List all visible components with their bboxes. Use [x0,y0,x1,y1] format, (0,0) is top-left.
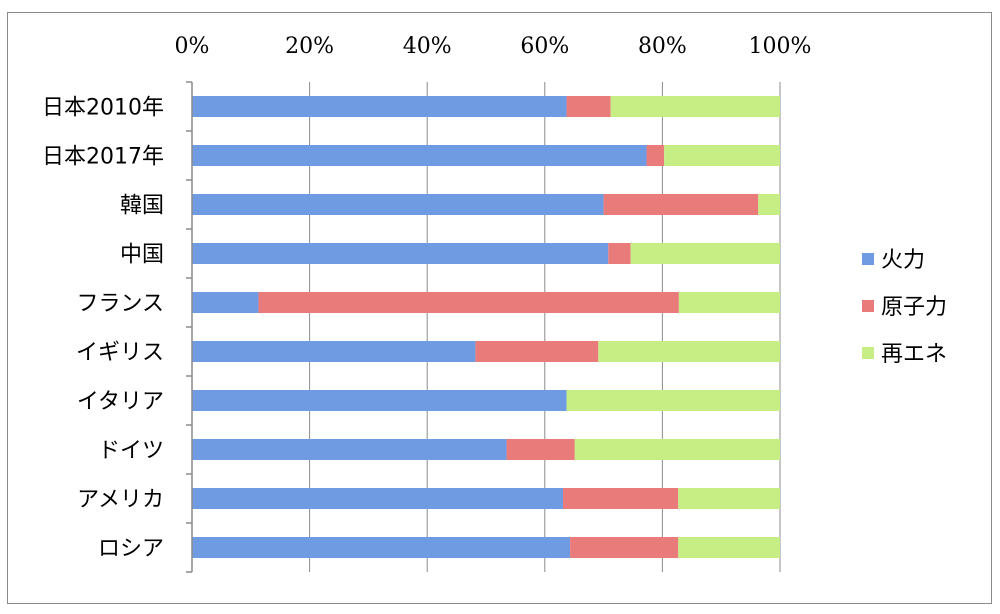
legend-label: 再エネ [881,342,947,367]
x-tick-label: 60% [520,34,569,59]
category-label: フランス [76,292,164,317]
x-tick-label: 100% [749,34,812,59]
bar-segment [192,537,571,558]
legend-label: 原子力 [881,295,947,320]
bar-segment [192,439,507,460]
legend-swatch [862,347,874,359]
bar-segment [192,390,567,411]
bar-segment [758,194,780,215]
bar-segment [475,341,599,362]
x-tick-label: 40% [403,34,452,59]
y-axis [186,81,193,573]
x-tick-label: 0% [175,34,210,59]
bar-segment [566,390,780,411]
x-tick-label: 20% [285,34,334,59]
bar-segment [566,96,611,117]
bar-segment [258,292,679,313]
category-label: ロシア [98,537,164,562]
bar-segment [192,145,647,166]
category-label: イギリス [76,341,164,366]
bar-segment [570,537,679,558]
x-tick-label: 80% [638,34,687,59]
bars [192,96,780,558]
category-label: アメリカ [77,488,164,513]
bar-segment [603,194,759,215]
bar-segment [608,243,631,264]
x-axis-ticks: 0% 20% 40% 60% 80% 100% [175,34,812,59]
bar-segment [630,243,780,264]
bar-segment [192,488,564,509]
bar-segment [610,96,780,117]
bar-segment [192,243,609,264]
category-label: ドイツ [98,439,164,464]
legend-swatch [862,253,874,265]
category-label: 中国 [120,243,164,268]
bar-segment [192,96,567,117]
bar-segment [678,292,780,313]
category-label: イタリア [77,390,164,415]
bar-segment [574,439,780,460]
bar-segment [646,145,665,166]
legend-label: 火力 [881,248,925,273]
bar-segment [192,194,604,215]
legend-swatch [862,300,874,312]
bar-segment [563,488,679,509]
category-label: 韓国 [120,194,164,219]
bar-segment [598,341,780,362]
category-label: 日本2010年 [42,96,164,121]
bar-segment [678,537,780,558]
bar-segment [506,439,575,460]
bar-segment [192,292,259,313]
bar-segment [678,488,780,509]
category-label: 日本2017年 [42,145,164,170]
bar-segment [192,341,476,362]
bar-segment [664,145,780,166]
